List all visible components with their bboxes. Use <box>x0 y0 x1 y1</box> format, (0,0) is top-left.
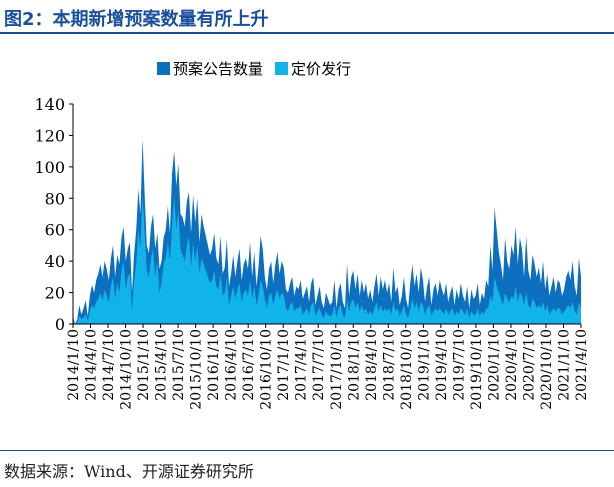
legend-label: 预案公告数量 <box>173 60 263 78</box>
x-tick-label: 2014/4/10 <box>84 329 100 401</box>
x-tick-label: 2016/10/10 <box>259 329 275 410</box>
x-tick-label: 2018/10/10 <box>399 329 415 410</box>
x-tick-label: 2015/4/10 <box>154 329 170 401</box>
x-tick-label: 2015/10/10 <box>189 329 205 410</box>
legend-swatch <box>275 62 288 75</box>
y-tick-label: 140 <box>34 95 65 114</box>
y-tick-label: 120 <box>34 126 65 145</box>
x-tick-label: 2017/7/10 <box>311 329 327 401</box>
y-tick-label: 0 <box>55 315 65 334</box>
x-tick-label: 2018/7/10 <box>381 329 397 401</box>
x-tick-label: 2019/1/10 <box>416 329 432 401</box>
x-tick-label: 2014/7/10 <box>101 329 117 401</box>
x-tick-label: 2020/1/10 <box>486 329 502 401</box>
x-tick-label: 2014/10/10 <box>119 329 135 410</box>
x-tick-label: 2019/10/10 <box>469 329 485 410</box>
x-tick-label: 2016/1/10 <box>206 329 222 401</box>
legend-label: 定价发行 <box>291 60 351 78</box>
y-tick-label: 100 <box>34 158 65 177</box>
x-tick-label: 2016/4/10 <box>224 329 240 401</box>
y-tick-label: 60 <box>45 221 65 240</box>
x-tick-label: 2017/1/10 <box>276 329 292 401</box>
source-note: 数据来源：Wind、开源证券研究所 <box>4 462 254 481</box>
x-tick-label: 2015/7/10 <box>171 329 187 401</box>
x-tick-label: 2017/4/10 <box>294 329 310 401</box>
x-tick-label: 2020/4/10 <box>504 329 520 401</box>
x-tick-label: 2018/4/10 <box>364 329 380 401</box>
bottom-divider <box>0 450 614 451</box>
x-tick-label: 2016/7/10 <box>241 329 257 401</box>
y-tick-label: 20 <box>45 284 65 303</box>
y-tick-label: 80 <box>45 189 65 208</box>
x-tick-label: 2019/4/10 <box>434 329 450 401</box>
x-tick-label: 2021/4/10 <box>574 329 590 401</box>
figure-title-bar: 图2：本期新增预案数量有所上升 <box>0 0 614 34</box>
x-tick-label: 2018/1/10 <box>346 329 362 401</box>
y-tick-label: 40 <box>45 252 65 271</box>
series-area-2 <box>73 195 581 324</box>
x-tick-label: 2015/1/10 <box>136 329 152 401</box>
legend-swatch <box>157 62 170 75</box>
x-tick-label: 2021/1/10 <box>557 329 573 401</box>
x-tick-label: 2020/10/10 <box>539 329 555 410</box>
x-tick-label: 2014/1/10 <box>66 329 82 401</box>
x-tick-label: 2017/10/10 <box>329 329 345 410</box>
figure-title: 图2：本期新增预案数量有所上升 <box>4 9 269 30</box>
x-tick-label: 2019/7/10 <box>451 329 467 401</box>
x-tick-label: 2020/7/10 <box>521 329 537 401</box>
